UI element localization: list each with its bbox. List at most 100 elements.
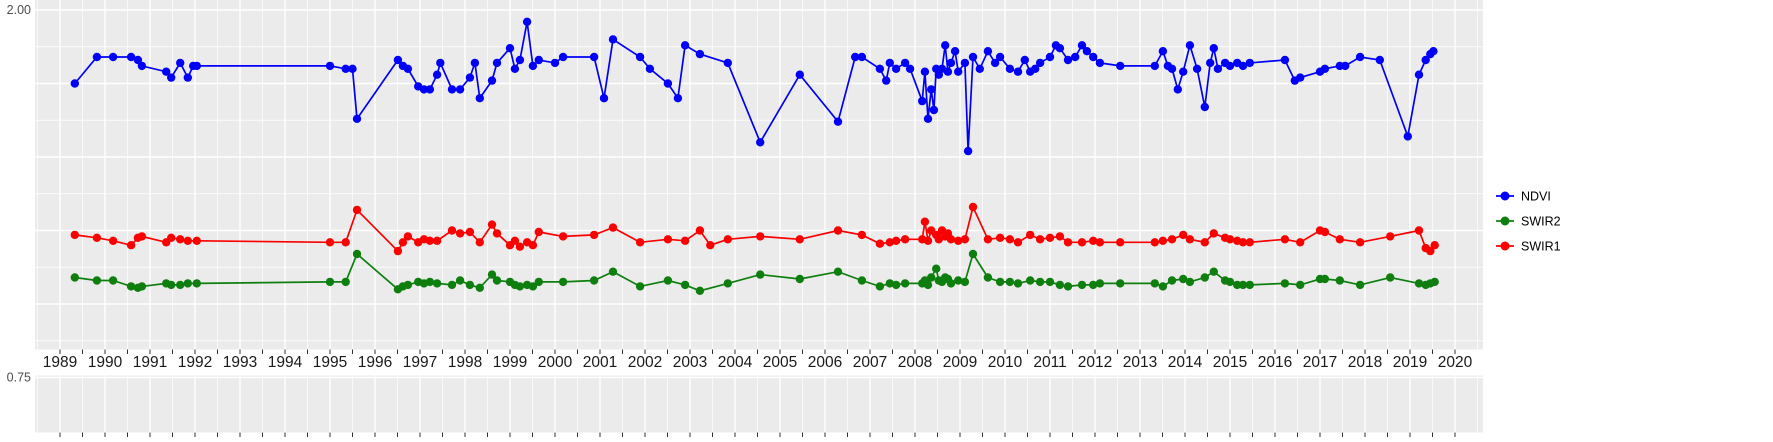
lower-panel-strip bbox=[35, 375, 1483, 433]
x-tick-label: 2003 bbox=[673, 354, 707, 371]
data-point-ndvi bbox=[325, 61, 335, 71]
data-point-swir2 bbox=[932, 264, 941, 273]
data-point-ndvi bbox=[1055, 44, 1065, 53]
data-point-swir1 bbox=[341, 238, 350, 247]
data-point-swir2 bbox=[695, 286, 705, 295]
data-point-swir1 bbox=[1426, 246, 1435, 256]
data-point-swir2 bbox=[833, 267, 843, 276]
data-point-swir1 bbox=[487, 220, 497, 229]
data-point-ndvi bbox=[1173, 85, 1183, 94]
data-point-swir1 bbox=[923, 236, 933, 245]
data-point-swir2 bbox=[455, 276, 465, 285]
x-tick-label: 2015 bbox=[1213, 354, 1247, 371]
data-point-swir1 bbox=[1077, 238, 1087, 247]
data-point-swir1 bbox=[1095, 238, 1105, 247]
data-point-swir2 bbox=[352, 249, 362, 259]
data-point-swir2 bbox=[1026, 276, 1035, 285]
data-point-swir1 bbox=[934, 235, 943, 244]
data-point-swir1 bbox=[1063, 238, 1073, 247]
data-point-swir1 bbox=[1245, 238, 1255, 247]
data-point-ndvi bbox=[673, 94, 683, 103]
data-point-swir2 bbox=[1116, 279, 1125, 288]
x-tick-label: 2005 bbox=[763, 354, 797, 371]
axis-ticks bbox=[59, 349, 1456, 437]
data-point-swir1 bbox=[756, 232, 765, 241]
legend-label-swir2: SWIR2 bbox=[1521, 215, 1561, 229]
data-point-swir2 bbox=[1179, 274, 1188, 284]
data-point-ndvi bbox=[983, 47, 993, 56]
data-point-ndvi bbox=[1020, 55, 1029, 65]
legend: NDVI SWIR2 SWIR1 bbox=[1496, 190, 1561, 254]
data-point-ndvi bbox=[1013, 67, 1023, 76]
data-point-swir1 bbox=[137, 232, 147, 241]
data-point-ndvi bbox=[723, 58, 732, 68]
data-point-ndvi bbox=[487, 76, 497, 85]
data-point-swir2 bbox=[1035, 277, 1045, 287]
data-point-swir2 bbox=[167, 280, 176, 290]
data-point-swir1 bbox=[126, 241, 136, 250]
data-point-swir2 bbox=[1280, 279, 1290, 288]
data-point-ndvi bbox=[1071, 52, 1080, 62]
data-point-ndvi bbox=[167, 73, 176, 82]
data-point-swir1 bbox=[1386, 232, 1395, 241]
data-point-swir2 bbox=[558, 277, 568, 287]
data-point-ndvi bbox=[1150, 61, 1160, 71]
data-point-swir1 bbox=[1185, 235, 1195, 244]
data-point-ndvi bbox=[941, 41, 950, 50]
data-point-swir2 bbox=[528, 282, 538, 291]
data-point-ndvi bbox=[1200, 102, 1210, 112]
legend-label-swir1: SWIR1 bbox=[1521, 240, 1561, 254]
data-point-ndvi bbox=[1045, 52, 1055, 62]
data-point-swir2 bbox=[108, 276, 118, 285]
data-point-swir2 bbox=[403, 280, 413, 290]
minor-gridlines bbox=[35, 0, 1483, 433]
data-point-ndvi bbox=[432, 70, 442, 79]
data-point-ndvi bbox=[954, 67, 963, 76]
data-point-swir2 bbox=[432, 279, 442, 288]
data-point-ndvi bbox=[1209, 44, 1219, 53]
data-point-swir2 bbox=[1063, 282, 1073, 291]
data-point-ndvi bbox=[1089, 52, 1098, 62]
data-point-ndvi bbox=[352, 114, 362, 124]
x-tick-label: 1995 bbox=[313, 354, 347, 371]
x-tick-label: 1989 bbox=[43, 354, 77, 371]
series-ndvi bbox=[70, 17, 1438, 156]
data-point-swir2 bbox=[487, 270, 497, 279]
data-point-swir2 bbox=[126, 282, 136, 291]
data-point-swir1 bbox=[1335, 235, 1345, 244]
x-tick-label: 2017 bbox=[1303, 354, 1337, 371]
data-point-ndvi bbox=[92, 52, 102, 62]
data-point-swir2 bbox=[1089, 280, 1098, 290]
data-point-ndvi bbox=[946, 58, 956, 68]
data-point-ndvi bbox=[608, 35, 618, 44]
data-point-swir2 bbox=[1225, 277, 1235, 287]
data-point-swir2 bbox=[70, 273, 80, 282]
data-point-ndvi bbox=[1225, 61, 1235, 71]
data-point-ndvi bbox=[1429, 47, 1438, 56]
data-point-swir1 bbox=[1026, 230, 1035, 240]
data-point-swir2 bbox=[1296, 280, 1305, 290]
data-point-swir2 bbox=[465, 280, 475, 290]
data-point-ndvi bbox=[960, 58, 970, 68]
data-point-ndvi bbox=[950, 47, 960, 56]
series-swir2 bbox=[70, 249, 1439, 295]
data-point-swir2 bbox=[1013, 279, 1023, 288]
data-point-swir2 bbox=[1095, 279, 1105, 288]
x-tick-label: 2018 bbox=[1348, 354, 1382, 371]
data-point-ndvi bbox=[968, 52, 978, 62]
data-point-swir2 bbox=[663, 276, 673, 285]
data-point-ndvi bbox=[465, 73, 475, 82]
data-point-ndvi bbox=[162, 67, 171, 76]
data-point-ndvi bbox=[891, 64, 901, 74]
data-point-swir2 bbox=[1386, 273, 1395, 282]
data-point-swir2 bbox=[534, 277, 543, 287]
data-point-swir1 bbox=[192, 236, 201, 245]
x-tick-label: 2019 bbox=[1393, 354, 1427, 371]
data-point-ndvi bbox=[589, 52, 599, 62]
data-point-ndvi bbox=[663, 79, 673, 88]
data-point-ndvi bbox=[1185, 41, 1195, 50]
data-point-swir2 bbox=[795, 274, 804, 284]
legend-key-swir2-icon bbox=[1500, 216, 1510, 226]
data-point-ndvi bbox=[885, 58, 894, 68]
